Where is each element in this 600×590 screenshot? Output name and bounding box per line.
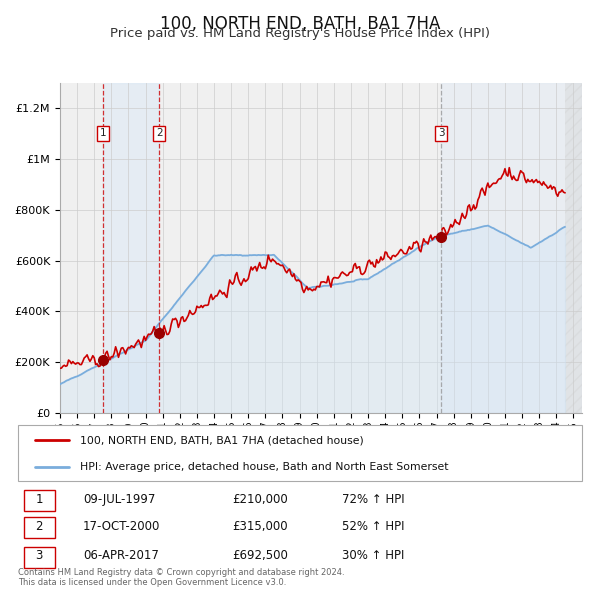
Text: 1: 1 xyxy=(35,493,43,506)
Text: 3: 3 xyxy=(35,549,43,562)
Text: £692,500: £692,500 xyxy=(232,549,288,562)
Bar xyxy=(565,83,582,413)
Text: 52% ↑ HPI: 52% ↑ HPI xyxy=(342,520,405,533)
Text: 3: 3 xyxy=(438,129,445,139)
Text: 06-APR-2017: 06-APR-2017 xyxy=(83,549,159,562)
Text: Price paid vs. HM Land Registry's House Price Index (HPI): Price paid vs. HM Land Registry's House … xyxy=(110,27,490,40)
FancyBboxPatch shape xyxy=(23,490,55,511)
Text: 1: 1 xyxy=(100,129,106,139)
Text: 2: 2 xyxy=(35,520,43,533)
Text: £210,000: £210,000 xyxy=(232,493,288,506)
Text: 100, NORTH END, BATH, BA1 7HA (detached house): 100, NORTH END, BATH, BA1 7HA (detached … xyxy=(80,435,364,445)
Text: 17-OCT-2000: 17-OCT-2000 xyxy=(83,520,160,533)
FancyBboxPatch shape xyxy=(18,425,582,481)
Bar xyxy=(103,83,159,413)
Text: Contains HM Land Registry data © Crown copyright and database right 2024.
This d: Contains HM Land Registry data © Crown c… xyxy=(18,568,344,587)
Text: £315,000: £315,000 xyxy=(232,520,288,533)
Text: 09-JUL-1997: 09-JUL-1997 xyxy=(83,493,155,506)
Text: 2: 2 xyxy=(156,129,163,139)
Text: 30% ↑ HPI: 30% ↑ HPI xyxy=(342,549,404,562)
Text: 72% ↑ HPI: 72% ↑ HPI xyxy=(342,493,405,506)
Text: 100, NORTH END, BATH, BA1 7HA: 100, NORTH END, BATH, BA1 7HA xyxy=(160,15,440,33)
Text: HPI: Average price, detached house, Bath and North East Somerset: HPI: Average price, detached house, Bath… xyxy=(80,462,449,472)
FancyBboxPatch shape xyxy=(23,517,55,539)
FancyBboxPatch shape xyxy=(23,547,55,568)
Bar xyxy=(441,83,582,413)
